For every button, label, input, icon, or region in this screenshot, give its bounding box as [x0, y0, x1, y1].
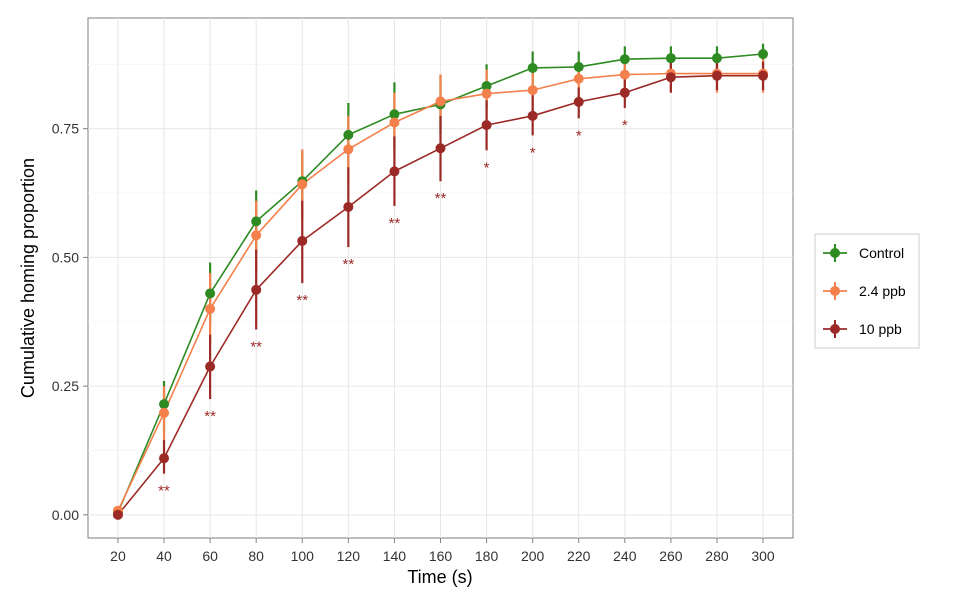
y-tick-label: 0.50	[52, 249, 79, 265]
significance-marker: **	[296, 292, 308, 309]
significance-marker: *	[484, 159, 490, 176]
significance-marker: **	[342, 256, 354, 273]
x-tick-label: 20	[110, 548, 126, 564]
data-point-control	[573, 61, 584, 72]
data-point-control	[527, 62, 538, 73]
data-point-10-ppb	[481, 120, 492, 131]
data-point-2-4-ppb	[527, 85, 538, 96]
data-point-control	[711, 53, 722, 64]
data-point-control	[251, 216, 262, 227]
legend-marker-10-ppb	[830, 324, 840, 334]
data-point-10-ppb	[758, 70, 769, 81]
data-point-10-ppb	[389, 166, 400, 177]
data-point-control	[758, 49, 769, 60]
significance-marker: **	[158, 483, 170, 500]
y-tick-label: 0.25	[52, 378, 79, 394]
data-point-control	[343, 129, 354, 140]
legend-label-2-4-ppb: 2.4 ppb	[859, 283, 906, 299]
data-point-10-ppb	[297, 235, 308, 246]
data-point-10-ppb	[665, 72, 676, 83]
data-point-2-4-ppb	[619, 69, 630, 80]
data-point-2-4-ppb	[343, 144, 354, 155]
significance-marker: *	[530, 144, 536, 161]
data-point-2-4-ppb	[251, 230, 262, 241]
data-point-10-ppb	[711, 70, 722, 81]
legend-marker-2-4-ppb	[830, 286, 840, 296]
data-point-2-4-ppb	[159, 407, 170, 418]
x-tick-label: 240	[613, 548, 637, 564]
data-point-control	[665, 53, 676, 64]
data-point-2-4-ppb	[297, 179, 308, 190]
data-points	[112, 49, 769, 520]
data-point-10-ppb	[435, 143, 446, 154]
x-tick-label: 220	[567, 548, 591, 564]
y-tick-label: 0.75	[52, 121, 79, 137]
data-point-10-ppb	[343, 201, 354, 212]
data-point-2-4-ppb	[573, 73, 584, 84]
x-axis-ticks: 20 40 60 80 100 120 140 160 180 200 220 240 260 280 30…	[110, 538, 775, 564]
x-tick-label: 200	[521, 548, 545, 564]
significance-marker: **	[250, 338, 262, 355]
data-point-10-ppb	[205, 361, 216, 372]
x-tick-label: 120	[337, 548, 361, 564]
significance-annotations: ******************	[158, 117, 628, 500]
x-tick-label: 80	[248, 548, 264, 564]
x-tick-label: 40	[156, 548, 172, 564]
data-point-10-ppb	[527, 110, 538, 121]
significance-marker: *	[576, 127, 582, 144]
significance-marker: **	[389, 215, 401, 232]
data-point-2-4-ppb	[481, 88, 492, 99]
data-point-2-4-ppb	[389, 117, 400, 128]
data-point-2-4-ppb	[435, 96, 446, 107]
significance-marker: *	[622, 117, 628, 134]
x-axis-title: Time (s)	[407, 567, 472, 587]
x-tick-label: 60	[202, 548, 218, 564]
x-tick-label: 280	[705, 548, 729, 564]
data-point-10-ppb	[251, 284, 262, 295]
legend-label-control: Control	[859, 245, 904, 261]
x-tick-label: 180	[475, 548, 499, 564]
data-point-control	[481, 80, 492, 91]
x-tick-label: 100	[291, 548, 315, 564]
data-point-control	[619, 54, 630, 65]
x-tick-label: 140	[383, 548, 407, 564]
x-tick-label: 300	[751, 548, 775, 564]
legend-label-10-ppb: 10 ppb	[859, 321, 902, 337]
x-tick-label: 260	[659, 548, 683, 564]
data-point-10-ppb	[112, 509, 123, 520]
legend: Control 2.4 ppb 10 ppb	[814, 233, 920, 349]
x-tick-label: 160	[429, 548, 453, 564]
significance-marker: **	[435, 190, 447, 207]
significance-marker: **	[204, 408, 216, 425]
y-tick-label: 0.00	[52, 507, 79, 523]
legend-marker-control	[830, 248, 840, 258]
data-point-10-ppb	[573, 96, 584, 107]
data-point-control	[389, 109, 400, 120]
data-point-control	[159, 399, 170, 410]
data-point-10-ppb	[619, 87, 630, 98]
data-point-2-4-ppb	[205, 303, 216, 314]
y-axis-ticks: 0.00 0.25 0.50 0.75	[52, 121, 88, 523]
data-point-control	[205, 288, 216, 299]
data-point-10-ppb	[159, 453, 170, 464]
y-axis-title: Cumulative homing proportion	[18, 158, 38, 398]
